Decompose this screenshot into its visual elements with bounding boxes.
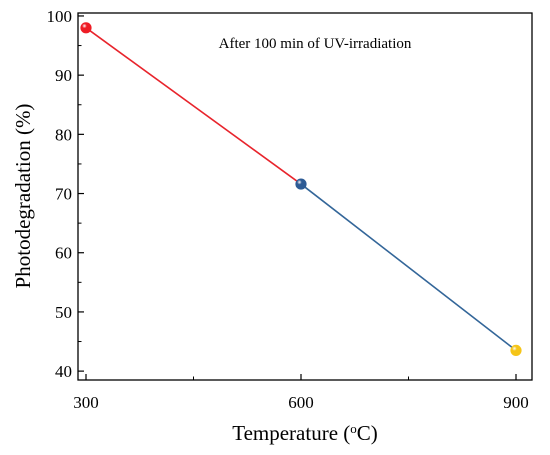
y-tick-label: 60	[55, 244, 72, 263]
data-point	[80, 22, 92, 34]
y-tick-label: 40	[55, 362, 72, 381]
y-tick-label: 70	[55, 185, 72, 204]
y-tick-label: 80	[55, 125, 72, 144]
data-point	[295, 178, 307, 190]
x-tick-label: 900	[503, 393, 529, 412]
plot-frame	[77, 12, 533, 381]
series-line-segment	[85, 27, 302, 185]
y-axis-title: Photodegradation (%)	[11, 104, 35, 289]
series-lines	[85, 27, 517, 352]
y-tick-label: 90	[55, 66, 72, 85]
chart-annotation: After 100 min of UV-irradiation	[219, 36, 412, 52]
x-tick-label: 300	[73, 393, 99, 412]
x-axis-title-tail: C)	[357, 421, 378, 445]
ticks-layer: 40 50 60 70 80 90 100 300 600 900	[47, 7, 529, 412]
x-axis-title: Temperature (oC)	[232, 421, 378, 446]
series-points	[80, 22, 522, 357]
y-tick-label: 100	[47, 7, 73, 26]
series-line-segment	[300, 183, 517, 352]
data-point	[510, 344, 522, 357]
x-tick-label: 600	[288, 393, 314, 412]
x-axis-title-main: Temperature (	[232, 421, 350, 445]
x-axis-title-superscript: o	[350, 421, 357, 436]
y-tick-label: 50	[55, 303, 72, 322]
